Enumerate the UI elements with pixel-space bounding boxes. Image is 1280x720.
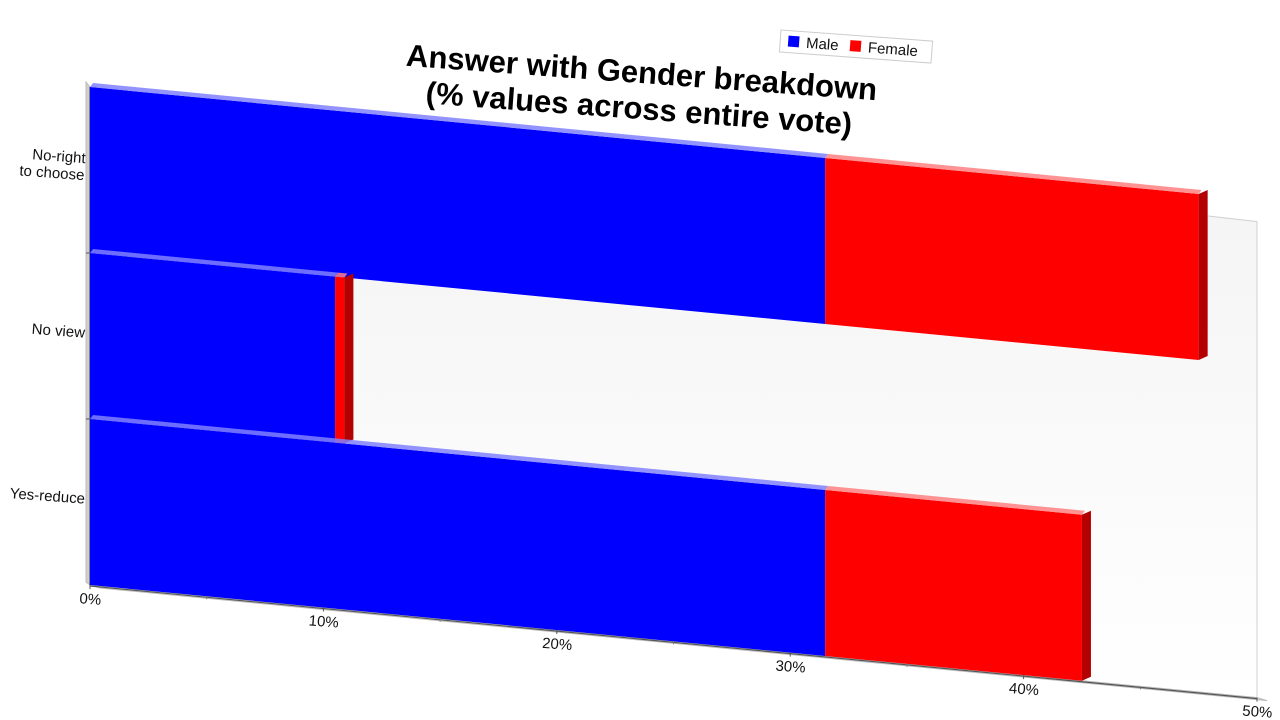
legend-label-male: Male bbox=[805, 35, 839, 54]
bar-top-female-1 bbox=[335, 272, 348, 278]
legend: Male Female bbox=[778, 29, 934, 64]
bar-top-female-2 bbox=[825, 485, 1085, 515]
bar-top-male-0 bbox=[90, 83, 829, 158]
legend-label-female: Female bbox=[867, 39, 918, 60]
bar-female-2 bbox=[825, 489, 1082, 681]
bar-male-2 bbox=[90, 419, 826, 656]
x-tick-label-5: 50% bbox=[1242, 703, 1273, 720]
bar-male-1 bbox=[90, 253, 336, 443]
legend-swatch-female bbox=[849, 40, 862, 52]
bar-top-female-0 bbox=[825, 153, 1202, 194]
category-label-1-line-0: No view bbox=[31, 321, 86, 342]
bars-group bbox=[90, 83, 1208, 681]
bar-side-0 bbox=[1198, 189, 1208, 360]
category-label-2-line-0: Yes-reduce bbox=[9, 485, 85, 507]
legend-swatch-male bbox=[787, 35, 800, 48]
category-label-1: No view bbox=[31, 321, 86, 342]
category-label-2: Yes-reduce bbox=[9, 485, 85, 507]
x-tick-label-1: 10% bbox=[308, 612, 339, 631]
bar-female-1 bbox=[335, 276, 345, 444]
category-label-0-line-0: No-right bbox=[32, 146, 87, 167]
x-tick-label-3: 30% bbox=[775, 658, 806, 677]
bar-side-2 bbox=[1081, 510, 1091, 681]
x-tick-label-4: 40% bbox=[1008, 680, 1039, 699]
x-axis-ticks: 0% 10% 20% 30% 40% 50% bbox=[79, 585, 1273, 720]
bar-female-0 bbox=[825, 157, 1199, 360]
x-tick-label-2: 20% bbox=[542, 635, 573, 654]
bar-top-male-2 bbox=[90, 415, 829, 490]
bar-male-0 bbox=[90, 87, 826, 324]
category-label-0-line-1: to choose bbox=[19, 162, 85, 184]
bar-top-male-1 bbox=[90, 249, 339, 277]
x-tick-label-0: 0% bbox=[79, 590, 102, 609]
bar-side-1 bbox=[344, 273, 354, 444]
